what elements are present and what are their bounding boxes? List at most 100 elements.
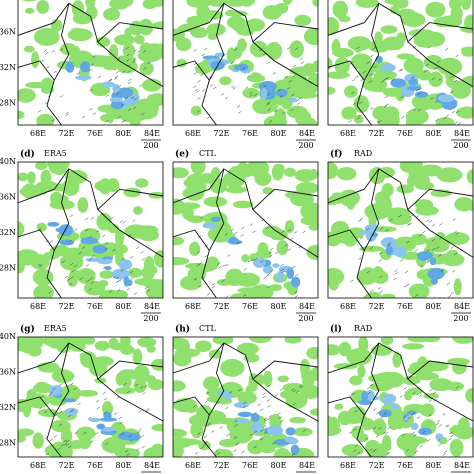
wind-vector <box>436 246 440 249</box>
green-patch <box>289 416 306 424</box>
wind-vector <box>406 240 410 244</box>
green-patch <box>80 351 97 368</box>
wind-vector <box>266 102 270 106</box>
green-patch <box>437 57 463 76</box>
wind-vector <box>373 408 377 411</box>
green-patch <box>369 382 394 392</box>
green-patch <box>198 182 207 192</box>
wind-vector <box>65 113 69 117</box>
wind-vector <box>399 259 404 262</box>
green-patch <box>306 346 318 360</box>
wind-vector <box>266 385 270 388</box>
lon-tick-label: 76E <box>87 129 103 138</box>
wind-vector <box>298 97 302 100</box>
wind-vector <box>442 413 446 416</box>
wind-vector <box>375 434 380 438</box>
green-patch <box>237 0 244 1</box>
blue-patch <box>103 412 112 420</box>
blue-patch <box>118 259 133 271</box>
wind-vector <box>267 272 271 275</box>
wind-vector <box>366 61 370 64</box>
wind-vector <box>252 230 256 234</box>
lon-tick-label: 68E <box>30 302 46 311</box>
lat-tick-label: 40N <box>0 332 16 341</box>
green-patch <box>96 36 111 48</box>
wind-vector <box>230 228 235 231</box>
lon-tick-label: 84E <box>144 302 160 311</box>
wind-vector <box>47 393 52 397</box>
panel-frame <box>17 161 164 299</box>
wind-vector <box>437 439 441 442</box>
wind-vector <box>292 64 297 68</box>
border <box>97 22 163 43</box>
green-patch <box>257 242 269 256</box>
wind-vector <box>279 95 284 98</box>
panel-name: ERA5 <box>44 149 67 158</box>
border <box>46 342 70 457</box>
wind-vector <box>455 386 460 389</box>
green-patch <box>380 337 394 346</box>
green-patch <box>173 256 190 266</box>
green-patch <box>435 116 455 125</box>
blue-patch <box>417 254 430 261</box>
lon-tick-label: 72E <box>368 129 384 138</box>
wind-vector <box>43 49 48 52</box>
wind-vector <box>200 216 204 219</box>
green-patch <box>214 448 234 457</box>
green-patch <box>24 7 35 14</box>
wind-vector <box>130 96 135 99</box>
wind-vector <box>68 240 72 243</box>
wind-vector <box>225 295 229 298</box>
blue-patch <box>407 85 422 91</box>
green-patch <box>134 34 145 45</box>
green-patch <box>102 245 122 256</box>
green-patch <box>236 342 259 355</box>
panel-frame <box>172 0 319 126</box>
wind-vector <box>95 399 100 403</box>
wind-vector <box>52 388 56 391</box>
border <box>252 360 318 380</box>
wind-vector <box>260 408 264 411</box>
wind-vector <box>104 248 108 251</box>
wind-vector <box>412 391 416 395</box>
green-patch <box>242 87 260 99</box>
green-patch <box>365 291 382 298</box>
wind-vector <box>130 277 134 280</box>
wind-vector <box>451 111 456 114</box>
green-patch <box>233 45 243 59</box>
wind-vector <box>117 115 122 119</box>
wind-vector <box>235 241 240 245</box>
border <box>252 22 318 43</box>
wind-vector <box>200 73 204 76</box>
wind-vector <box>429 389 433 392</box>
blue-patch <box>260 87 268 100</box>
border <box>407 188 473 210</box>
wind-vector <box>437 60 441 63</box>
wind-vector <box>294 290 298 294</box>
wind-vector <box>263 276 267 279</box>
green-patch <box>18 110 25 120</box>
blue-patch <box>132 94 140 102</box>
wind-vector <box>367 391 371 395</box>
green-patch <box>114 34 136 46</box>
wind-vector <box>65 111 69 115</box>
wind-vector <box>136 246 140 249</box>
border <box>201 168 225 298</box>
green-patch <box>466 169 473 184</box>
wind-vector <box>117 85 122 88</box>
lon-tick-label: 84E <box>144 461 160 470</box>
green-patch <box>407 337 431 343</box>
lon-tick-label: 68E <box>340 461 356 470</box>
wind-vector <box>209 84 214 87</box>
wind-vector <box>128 434 132 438</box>
blue-patch <box>49 387 62 396</box>
wind-vector <box>417 108 421 112</box>
green-patch <box>262 187 274 195</box>
green-patch <box>108 44 119 60</box>
panel-frame <box>17 0 164 126</box>
wind-vector <box>450 246 455 249</box>
green-patch <box>73 34 82 41</box>
wind-vector <box>89 88 93 92</box>
wind-vector <box>263 431 268 434</box>
green-patch <box>186 15 210 26</box>
